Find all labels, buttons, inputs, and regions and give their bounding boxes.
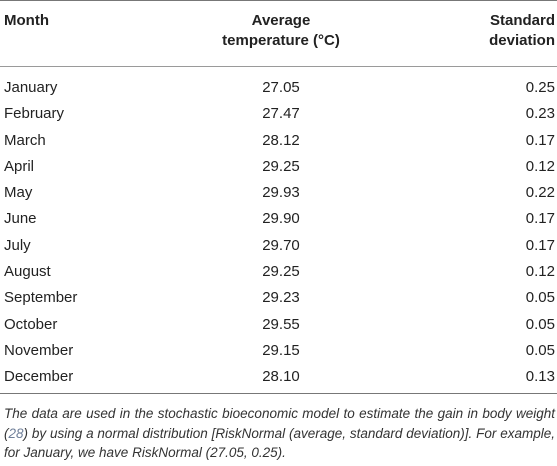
cell-sd: 0.12 bbox=[525, 263, 555, 281]
cell-month: May bbox=[4, 184, 33, 202]
cell-month: April bbox=[4, 157, 35, 175]
cell-sd: 0.05 bbox=[525, 289, 555, 307]
cell-sd: 0.17 bbox=[525, 210, 555, 228]
cell-month: November bbox=[4, 341, 74, 359]
cell-month: March bbox=[4, 131, 46, 149]
header-average-line2: temperature (°C) bbox=[222, 32, 340, 49]
reference-link[interactable]: 28 bbox=[8, 425, 24, 441]
header-average-line1: Average bbox=[251, 12, 311, 29]
table-row: May 29.93 0.22 bbox=[0, 180, 557, 206]
cell-sd: 0.17 bbox=[525, 131, 555, 149]
cell-month: October bbox=[4, 315, 58, 333]
cell-average: 29.90 bbox=[262, 210, 300, 228]
table-row: March 28.12 0.17 bbox=[0, 128, 557, 154]
table-row: February 27.47 0.23 bbox=[0, 101, 557, 127]
table-row: September 29.23 0.05 bbox=[0, 285, 557, 311]
table-row: April 29.25 0.12 bbox=[0, 154, 557, 180]
table-row: January 27.05 0.25 bbox=[0, 75, 557, 101]
cell-average: 27.05 bbox=[262, 79, 300, 96]
footnote-text-end: ) by using a normal distribution [RiskNo… bbox=[4, 425, 555, 461]
header-sd-line1: Standard bbox=[489, 12, 555, 29]
cell-average: 28.12 bbox=[262, 131, 300, 149]
cell-average: 29.23 bbox=[262, 289, 300, 307]
footnote-text-start: The data are used in the stochastic bioe… bbox=[4, 406, 555, 441]
header-month: Month bbox=[4, 12, 49, 29]
table-row: August 29.25 0.12 bbox=[0, 259, 557, 285]
table-top-rule bbox=[0, 0, 557, 1]
cell-average: 29.15 bbox=[262, 341, 300, 359]
cell-month: December bbox=[4, 368, 74, 386]
table-row: June 29.90 0.17 bbox=[0, 206, 557, 232]
cell-month: June bbox=[4, 210, 37, 228]
cell-sd: 0.22 bbox=[525, 184, 555, 202]
cell-average: 27.47 bbox=[262, 105, 300, 123]
header-rule bbox=[0, 66, 557, 67]
cell-sd: 0.05 bbox=[525, 315, 555, 333]
cell-sd: 0.25 bbox=[525, 79, 555, 96]
cell-month: February bbox=[4, 105, 65, 123]
table-row: November 29.15 0.05 bbox=[0, 338, 557, 364]
cell-average: 28.10 bbox=[262, 368, 300, 386]
table-row: October 29.55 0.05 bbox=[0, 312, 557, 338]
cell-sd: 0.23 bbox=[525, 105, 555, 123]
table-footnote: The data are used in the stochastic bioe… bbox=[4, 404, 555, 463]
cell-month: August bbox=[4, 263, 51, 281]
table-bottom-rule bbox=[0, 393, 557, 394]
cell-month: January bbox=[4, 79, 58, 96]
cell-average: 29.93 bbox=[262, 184, 300, 202]
cell-sd: 0.05 bbox=[525, 341, 555, 359]
cell-sd: 0.12 bbox=[525, 157, 555, 175]
header-sd-line2: deviation bbox=[489, 32, 555, 49]
cell-month: September bbox=[4, 289, 78, 307]
table-body: January 27.05 0.25 February 27.47 0.23 M… bbox=[0, 75, 557, 391]
table-row: December 28.10 0.13 bbox=[0, 364, 557, 390]
cell-sd: 0.13 bbox=[525, 368, 555, 386]
cell-sd: 0.17 bbox=[525, 236, 555, 254]
table-row: July 29.70 0.17 bbox=[0, 233, 557, 259]
cell-average: 29.55 bbox=[262, 315, 300, 333]
header-average-temperature: Average temperature (°C) bbox=[200, 11, 362, 51]
cell-average: 29.25 bbox=[262, 263, 300, 281]
cell-average: 29.70 bbox=[262, 236, 300, 254]
header-standard-deviation: Standard deviation bbox=[445, 11, 555, 51]
cell-average: 29.25 bbox=[262, 157, 300, 175]
cell-month: July bbox=[4, 236, 31, 254]
